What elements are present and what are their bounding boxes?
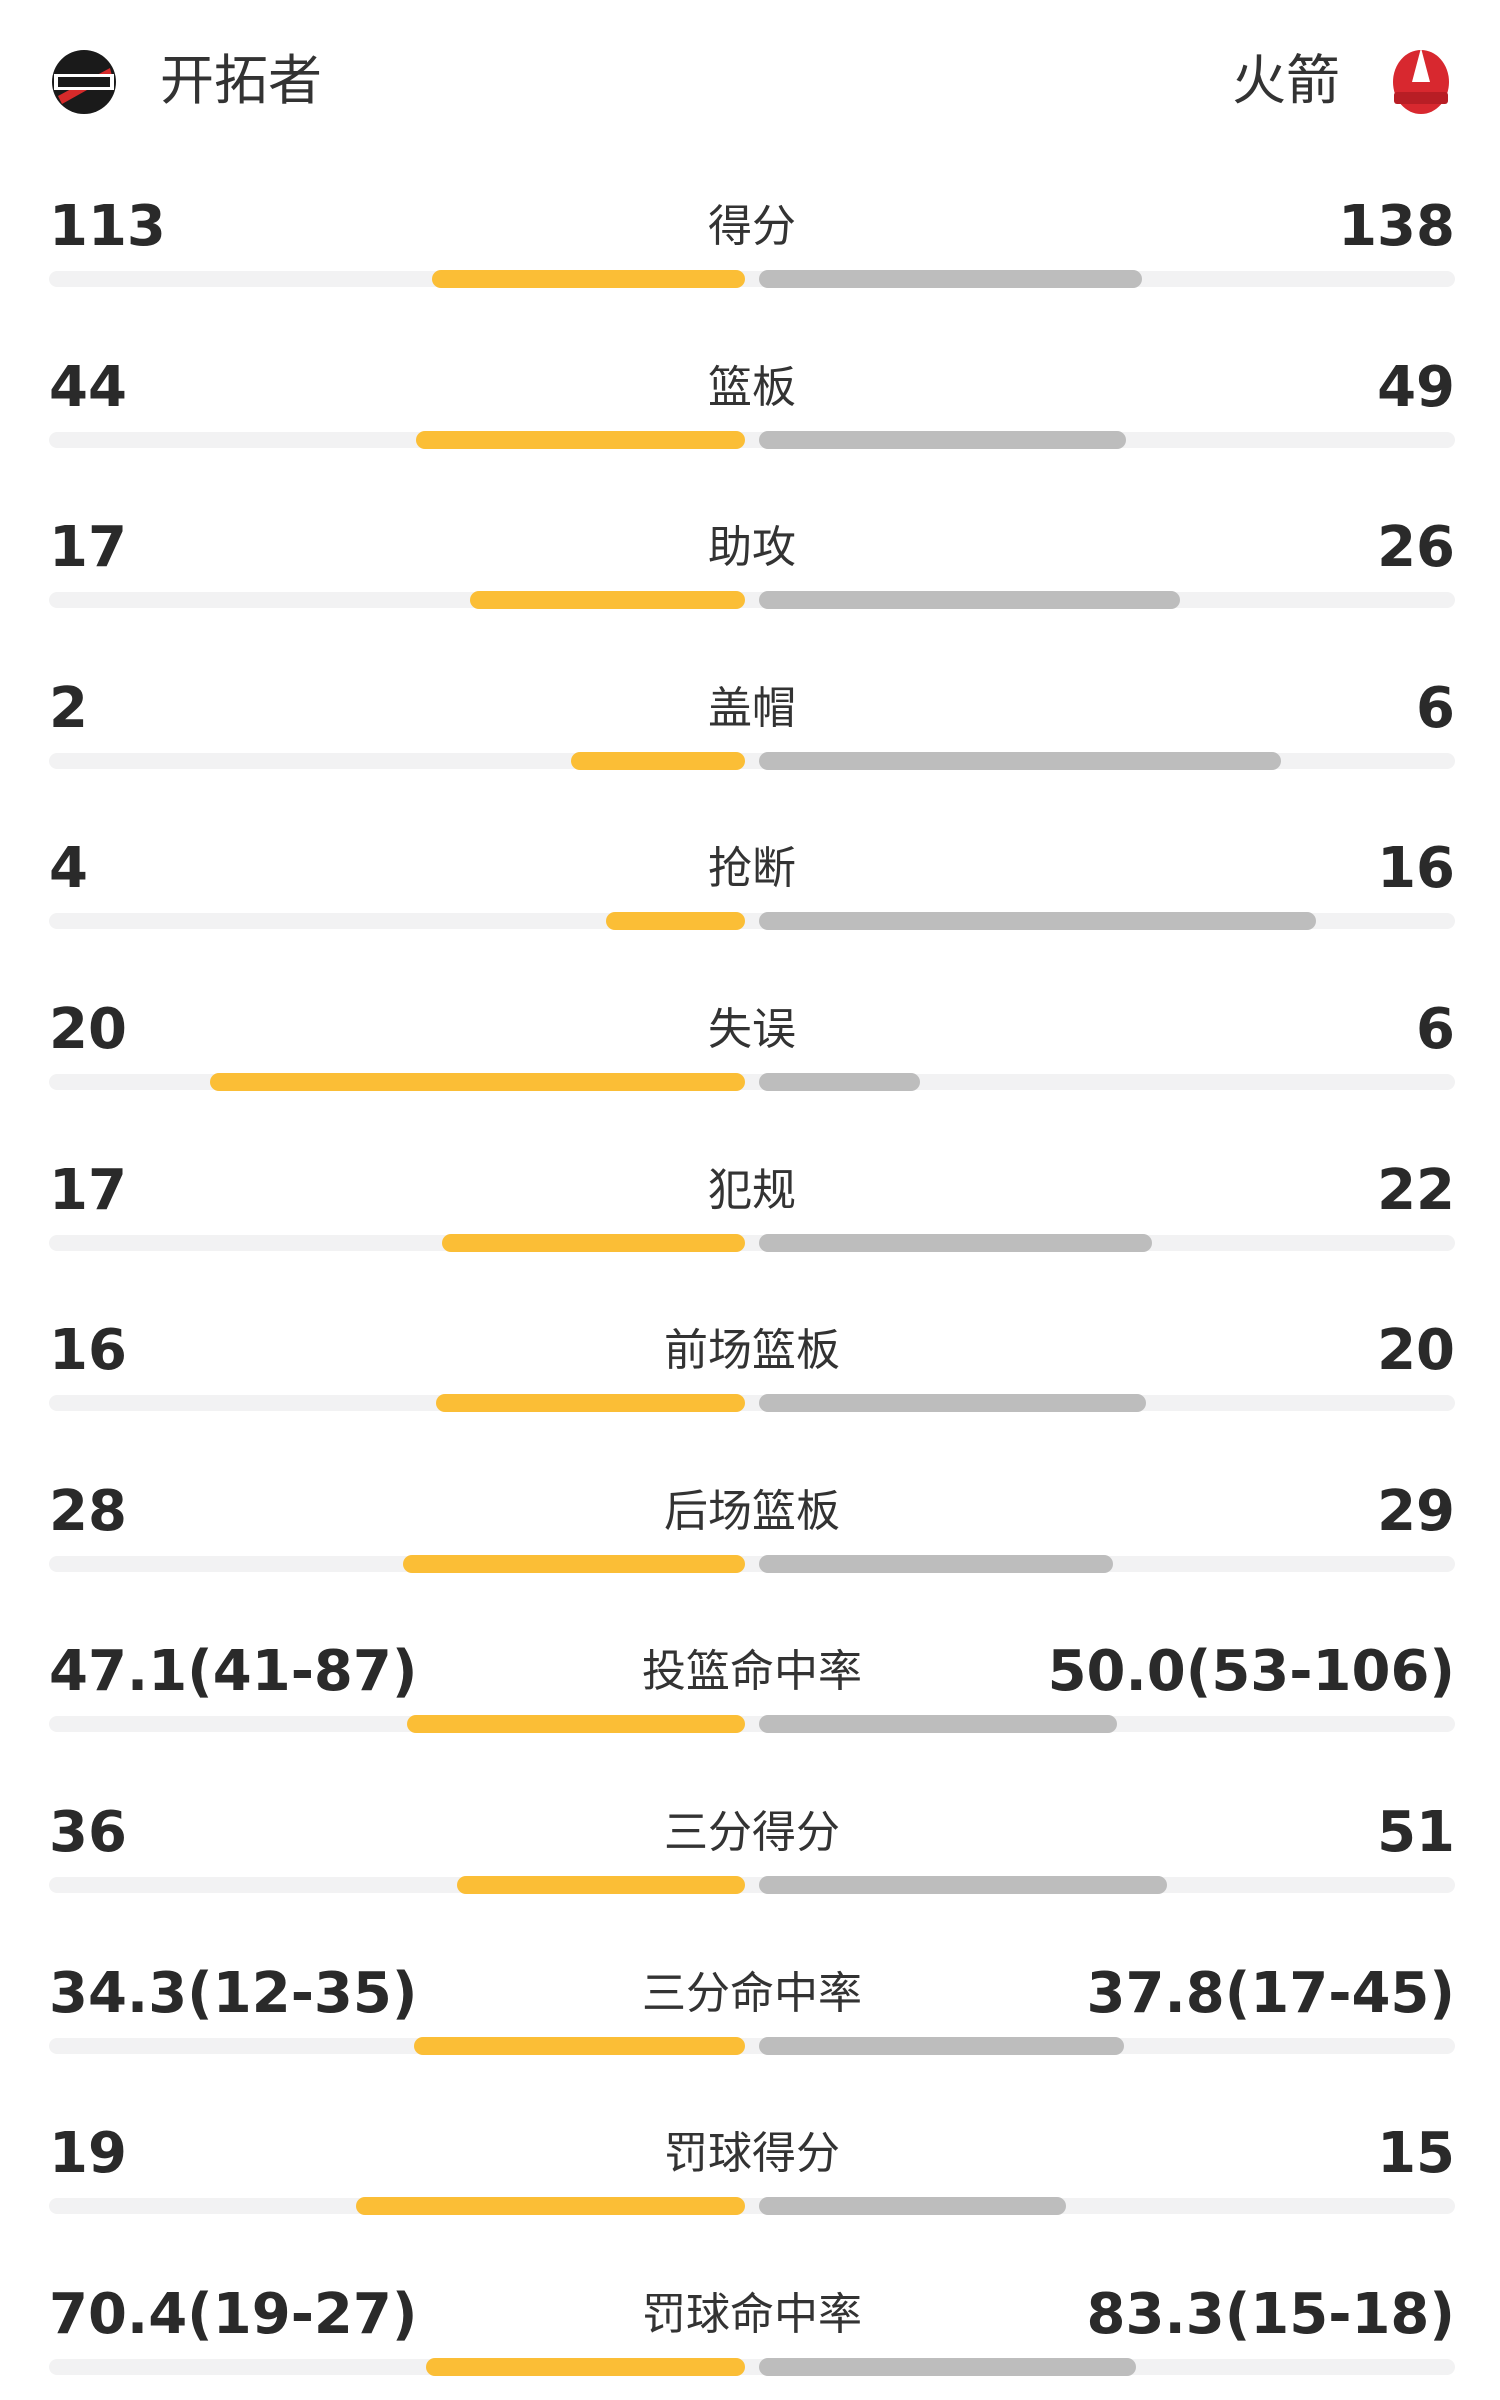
- right-value: 26: [1377, 515, 1455, 581]
- right-bar: [759, 2036, 1124, 2055]
- stat-label: 助攻: [708, 522, 796, 574]
- left-value: 47.1(41-87): [49, 1639, 418, 1705]
- right-team-name: 火箭: [1232, 49, 1340, 112]
- bar-track: [49, 1395, 1455, 1412]
- left-bar: [605, 912, 745, 931]
- left-value: 28: [49, 1478, 127, 1544]
- right-value: 16: [1377, 836, 1455, 902]
- bar-track: [49, 2037, 1455, 2054]
- bar-track: [49, 1877, 1455, 1893]
- bar-track: [49, 1234, 1455, 1251]
- left-value: 2: [49, 675, 88, 741]
- bar-track: [49, 271, 1455, 287]
- left-value: 17: [49, 515, 127, 581]
- left-bar: [403, 1554, 745, 1573]
- right-bar: [759, 1233, 1152, 1252]
- left-value: 20: [49, 997, 127, 1062]
- left-value: 17: [49, 1157, 127, 1223]
- bar-track: [49, 2358, 1455, 2375]
- right-value: 83.3(15-18): [1086, 2281, 1455, 2347]
- left-bar: [407, 1715, 745, 1734]
- right-value: 6: [1416, 997, 1455, 1062]
- right-bar: [759, 751, 1281, 770]
- left-bar: [426, 2357, 745, 2376]
- stat-label: 三分命中率: [642, 1967, 862, 2019]
- bar-track: [49, 431, 1455, 448]
- right-value: 22: [1377, 1157, 1455, 1223]
- right-bar: [759, 1554, 1114, 1573]
- stat-label: 罚球得分: [664, 2128, 840, 2180]
- left-team-name: 开拓者: [160, 49, 322, 112]
- left-bar: [441, 1233, 745, 1252]
- left-value: 36: [49, 1800, 127, 1865]
- stat-label: 抢断: [708, 843, 796, 895]
- right-bar: [759, 1876, 1167, 1894]
- left-bar: [209, 1073, 745, 1091]
- left-bar: [431, 270, 745, 288]
- stat-label: 犯规: [708, 1164, 796, 1216]
- right-team-logo: [1393, 48, 1449, 114]
- right-value: 49: [1377, 354, 1455, 420]
- stat-label: 三分得分: [664, 1807, 840, 1858]
- stat-label: 篮板: [708, 361, 796, 413]
- bar-track: [49, 2198, 1455, 2215]
- left-bar: [415, 430, 745, 449]
- left-bar: [571, 751, 745, 770]
- right-value: 20: [1377, 1318, 1455, 1384]
- left-value: 34.3(12-35): [49, 1960, 418, 2026]
- left-value: 4: [49, 836, 88, 902]
- right-bar: [759, 2357, 1137, 2376]
- right-bar: [759, 2197, 1067, 2216]
- left-value: 19: [49, 2121, 127, 2187]
- stat-label: 失误: [708, 1004, 796, 1055]
- bar-track: [49, 1555, 1455, 1572]
- left-value: 16: [49, 1318, 127, 1384]
- right-value: 51: [1377, 1800, 1455, 1865]
- left-bar: [457, 1876, 745, 1894]
- right-bar: [759, 430, 1126, 449]
- left-team-logo: [52, 50, 116, 114]
- right-value: 138: [1338, 194, 1455, 259]
- right-value: 37.8(17-45): [1086, 1960, 1455, 2026]
- stat-label: 后场篮板: [664, 1485, 840, 1537]
- right-bar: [759, 591, 1180, 610]
- left-bar: [356, 2197, 745, 2216]
- right-value: 29: [1377, 1478, 1455, 1544]
- left-value: 113: [49, 194, 166, 259]
- right-bar: [759, 912, 1316, 931]
- stat-label: 前场篮板: [664, 1325, 840, 1377]
- left-bar: [413, 2036, 745, 2055]
- left-value: 44: [49, 354, 127, 420]
- right-value: 50.0(53-106): [1047, 1639, 1455, 1705]
- right-bar: [759, 1394, 1146, 1413]
- bar-track: [49, 1716, 1455, 1733]
- left-bar: [469, 591, 745, 610]
- bar-track: [49, 592, 1455, 609]
- right-bar: [759, 270, 1142, 288]
- stat-label: 罚球命中率: [642, 2288, 862, 2340]
- right-value: 15: [1377, 2121, 1455, 2187]
- right-value: 6: [1416, 675, 1455, 741]
- stat-label: 投篮命中率: [642, 1646, 862, 1698]
- stat-label: 得分: [708, 201, 796, 252]
- stat-label: 盖帽: [708, 682, 796, 734]
- right-bar: [759, 1073, 920, 1091]
- right-bar: [759, 1715, 1118, 1734]
- left-bar: [435, 1394, 745, 1413]
- left-value: 70.4(19-27): [49, 2281, 418, 2347]
